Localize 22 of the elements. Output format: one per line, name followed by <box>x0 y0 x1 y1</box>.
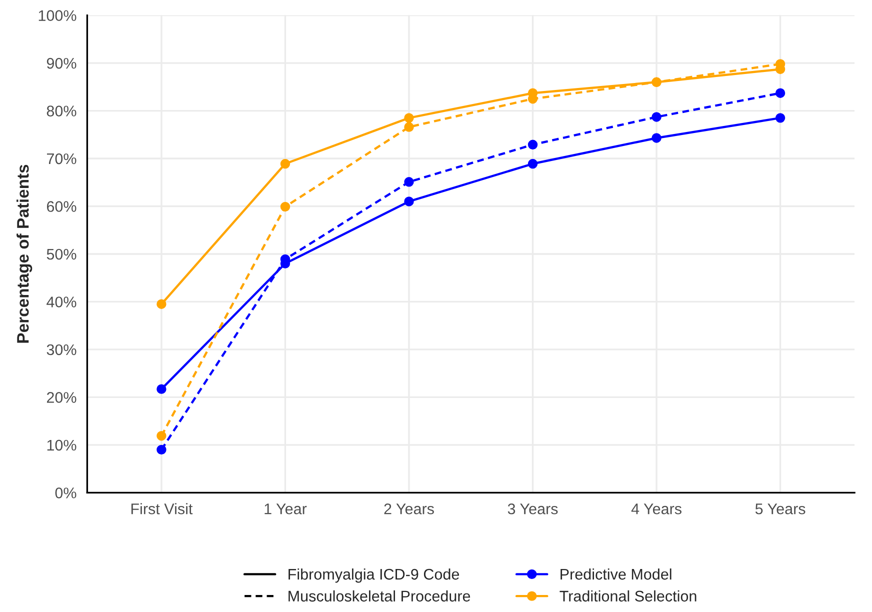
y-tick-label: 70% <box>46 153 76 164</box>
legend-label: Traditional Selection <box>560 590 696 602</box>
x-tick-label: 2 Years <box>384 503 434 514</box>
x-tick-label: 1 Year <box>264 504 307 514</box>
y-tick-label: 50% <box>46 248 76 260</box>
y-tick-label: 30% <box>46 344 76 356</box>
y-tick-label: 90% <box>46 58 76 69</box>
x-tick-label: 3 Years <box>508 503 558 514</box>
y-tick-label: 10% <box>47 440 76 451</box>
y-tick-label: 100% <box>38 10 76 21</box>
x-tick-label: 4 Years <box>631 504 682 514</box>
y-tick-label: 60% <box>46 201 76 212</box>
y-tick-label: 20% <box>46 392 76 403</box>
y-axis-title: Percentage of Patients <box>16 164 32 343</box>
x-tick-label: First Visit <box>131 503 193 514</box>
legend-label: Musculoskeletal Procedure <box>288 590 470 602</box>
legend-label: Fibromyalgia ICD-9 Code <box>288 568 460 583</box>
legend-label: Predictive Model <box>560 568 672 580</box>
x-tick-label: 5 Years <box>755 504 806 514</box>
y-tick-label: 40% <box>46 296 76 308</box>
y-tick-label: 0% <box>55 488 76 498</box>
y-tick-label: 80% <box>46 106 76 116</box>
